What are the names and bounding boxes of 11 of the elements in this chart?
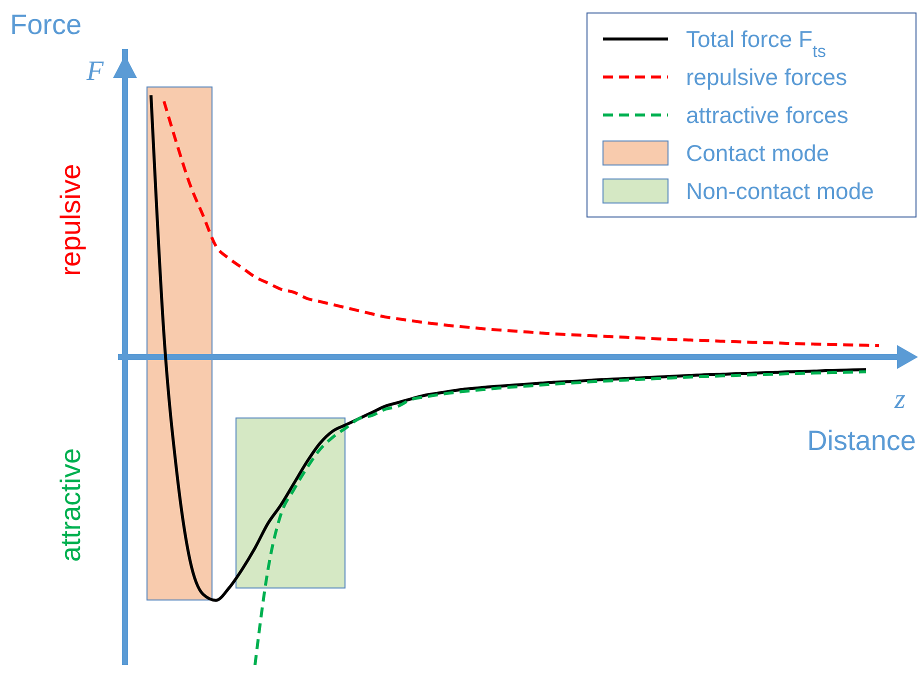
- legend-label: repulsive forces: [686, 64, 848, 90]
- annotation: Non-contact mode: [686, 178, 874, 204]
- annotation: Contact mode: [686, 140, 830, 166]
- x-axis-title: Distance: [807, 425, 916, 456]
- annotation: z: [894, 384, 906, 415]
- text: repulsive: [55, 164, 86, 276]
- legend-label: Total force F$_{ts}$: [686, 26, 826, 61]
- y-axis-title: Force: [10, 9, 82, 40]
- text: attractive: [55, 448, 86, 562]
- legend-label: attractive forces: [686, 102, 848, 128]
- text: F: [85, 56, 104, 87]
